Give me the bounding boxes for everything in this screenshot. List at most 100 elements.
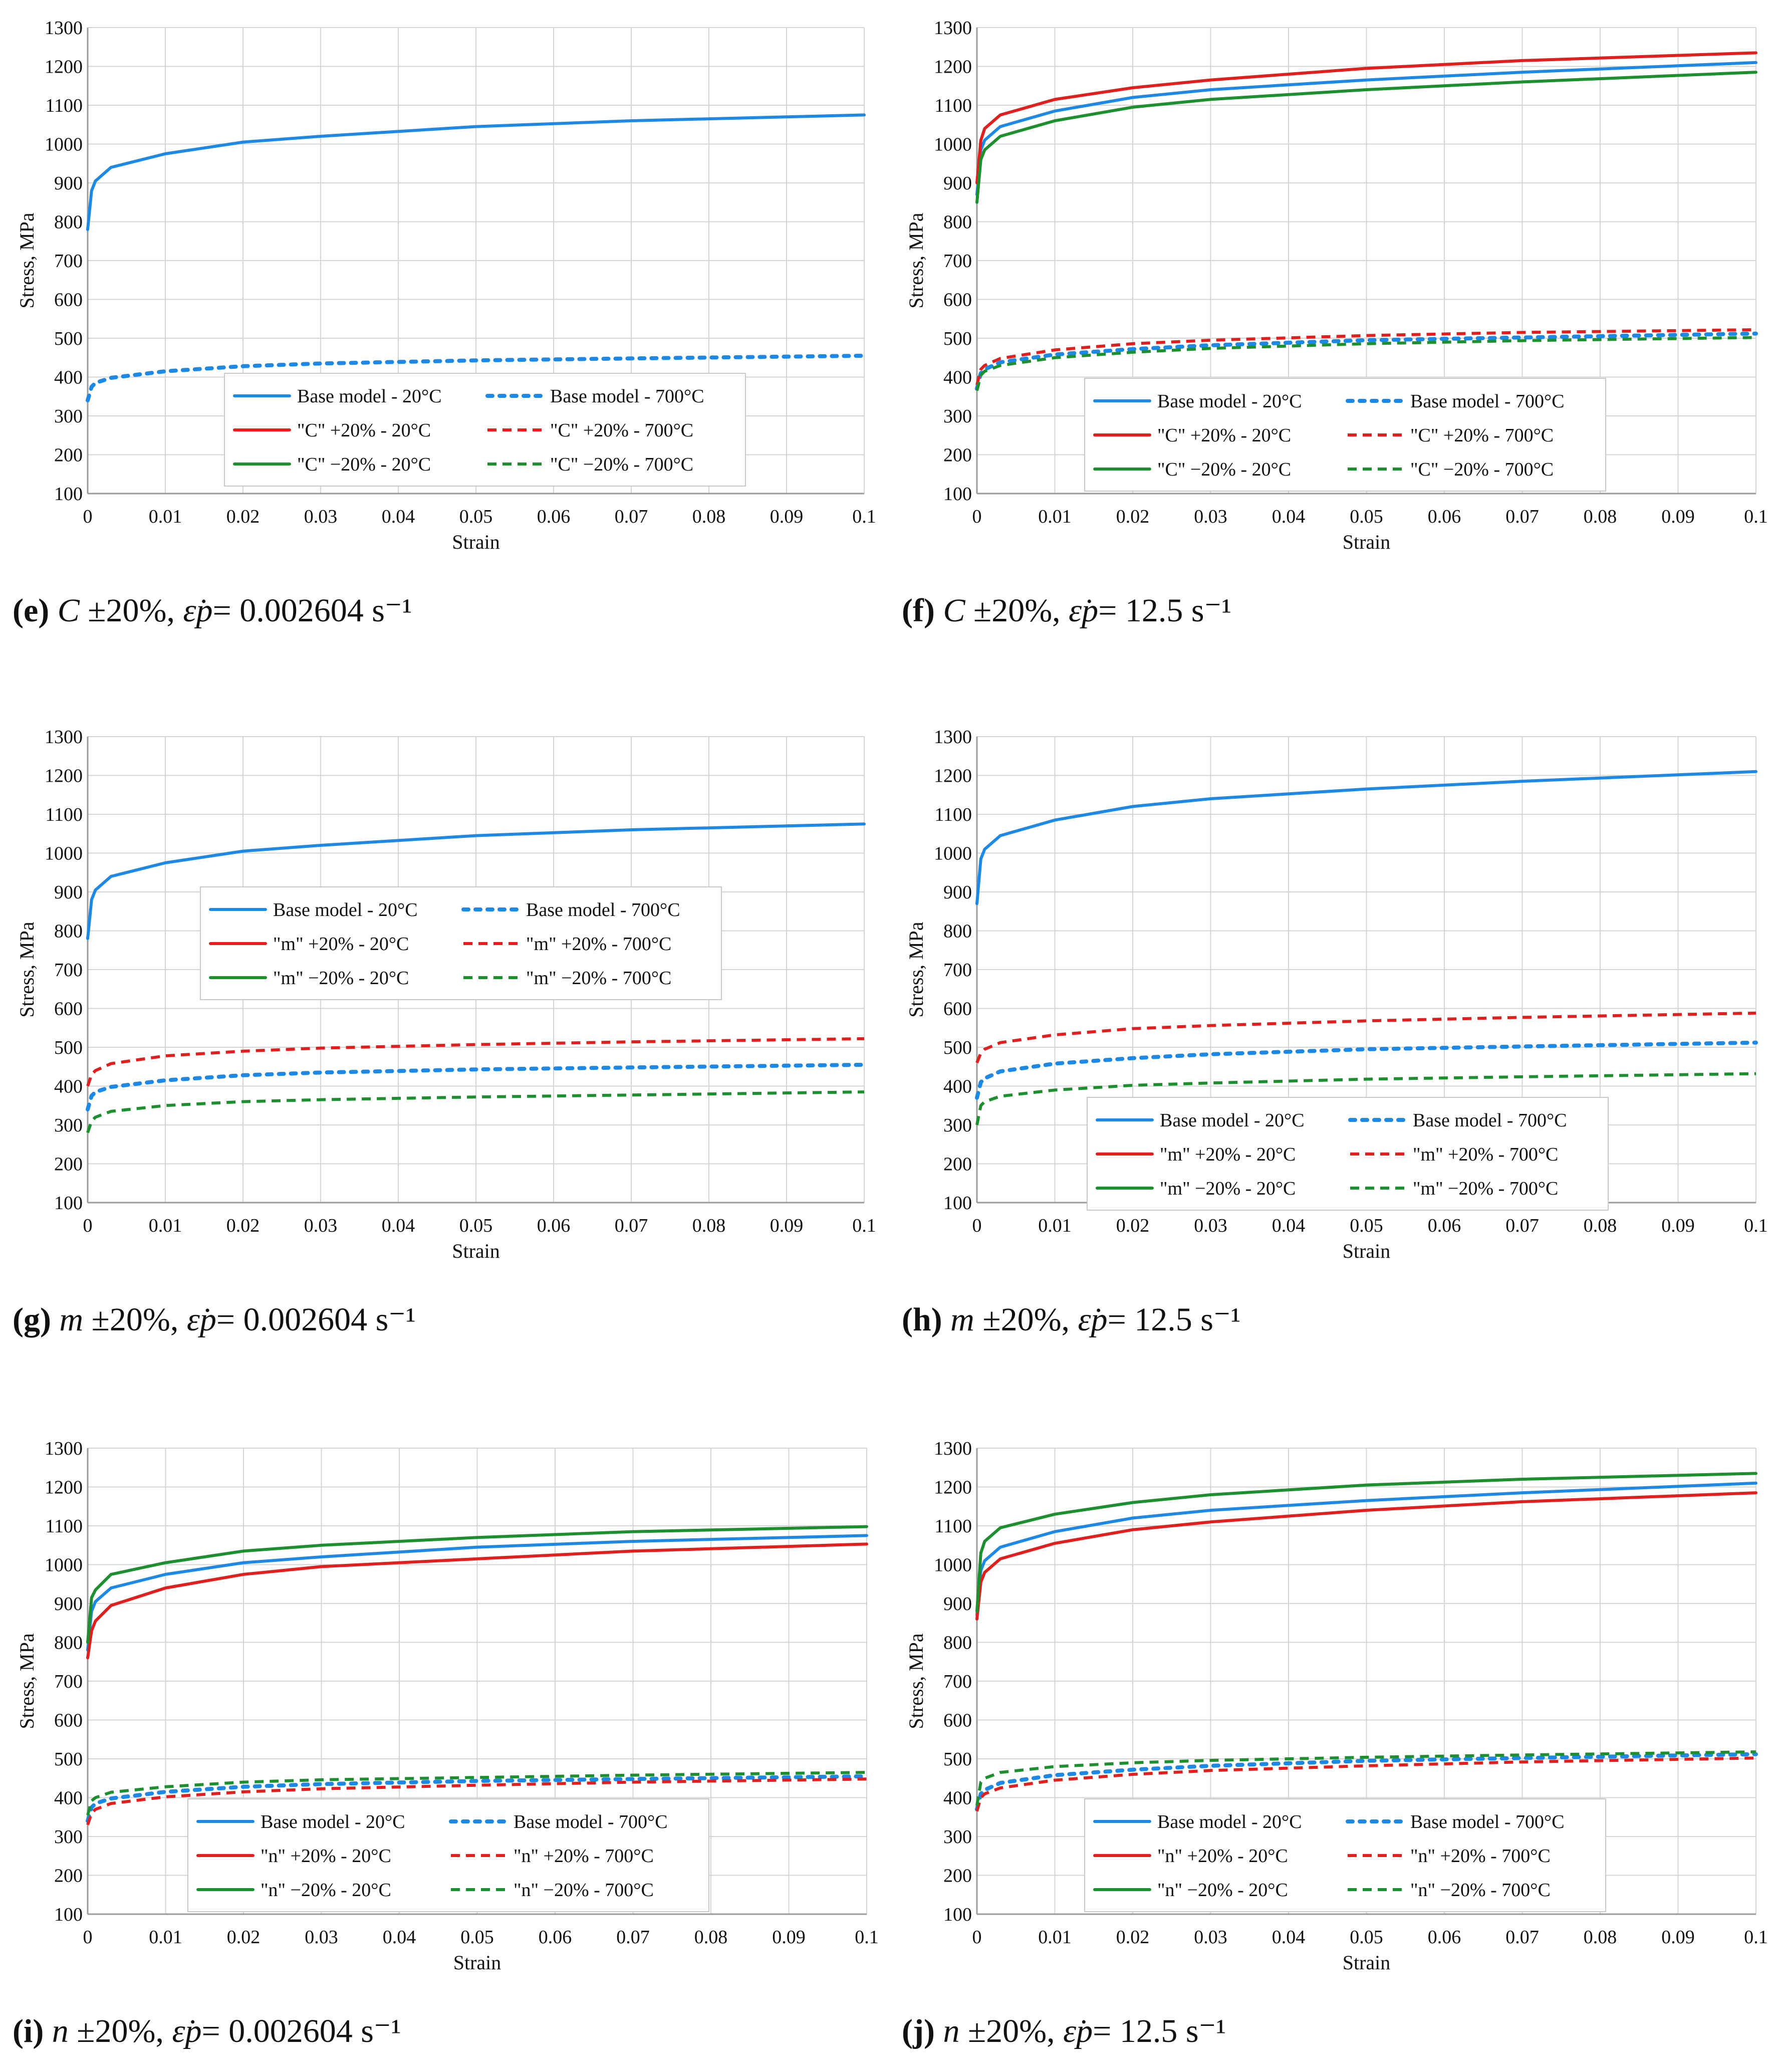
- y-tick-label: 500: [54, 328, 83, 349]
- series-line: [975, 1750, 1756, 1806]
- legend-label: Base model - 700°C: [514, 1811, 668, 1832]
- x-tick-label: 0.02: [1116, 1215, 1150, 1236]
- x-tick-label: 0.09: [1661, 506, 1695, 527]
- y-tick-label: 500: [54, 1749, 83, 1770]
- legend-label: "m" +20% - 20°C: [273, 934, 409, 955]
- y-tick-label: 100: [943, 1904, 972, 1925]
- x-tick-label: 0.07: [616, 1927, 650, 1948]
- legend-label: Base model - 20°C: [273, 899, 418, 920]
- y-tick-label: 900: [54, 882, 83, 903]
- x-tick-label: 0.02: [227, 1927, 261, 1948]
- legend-label: Base model - 700°C: [1410, 391, 1565, 412]
- y-tick-label: 600: [943, 1710, 972, 1731]
- caption-rate-value: = 0.002604 s⁻¹: [202, 2013, 401, 2049]
- y-tick-label: 700: [54, 1671, 83, 1692]
- y-tick-label: 400: [54, 367, 83, 388]
- x-tick-label: 0.06: [1428, 1215, 1461, 1236]
- x-axis-title: Strain: [1343, 531, 1391, 553]
- y-tick-label: 1300: [934, 727, 972, 748]
- legend-label: "m" +20% - 20°C: [1160, 1144, 1296, 1165]
- series-line: [975, 1756, 1756, 1812]
- x-tick-label: 0.05: [459, 506, 493, 527]
- panel-caption: (h) m ±20%, ε̇p= 12.5 s⁻¹: [902, 1301, 1241, 1338]
- y-tick-label: 1300: [45, 1438, 83, 1459]
- series-line: [86, 1777, 867, 1825]
- caption-rate-label: ε̇p: [1063, 2013, 1093, 2049]
- caption-space: [44, 2013, 52, 2049]
- caption-range: ±20%,: [965, 592, 1069, 629]
- caption-rate-value: = 12.5 s⁻¹: [1093, 2013, 1226, 2049]
- x-tick-label: 0.09: [772, 1927, 806, 1948]
- caption-rate-value: = 0.002604 s⁻¹: [216, 1301, 416, 1338]
- series-line: [975, 61, 1757, 196]
- y-tick-label: 800: [54, 212, 83, 233]
- series-line: [86, 1037, 865, 1087]
- legend-label: "n" −20% - 700°C: [514, 1880, 654, 1901]
- legend-label: Base model - 20°C: [1160, 1110, 1305, 1131]
- y-tick-label: 300: [943, 406, 972, 427]
- x-tick-label: 0.04: [383, 1927, 416, 1948]
- legend-label: Base model - 700°C: [526, 899, 680, 920]
- series-line: [975, 328, 1756, 385]
- y-tick-label: 1100: [934, 1516, 972, 1537]
- x-tick-label: 0.05: [459, 1215, 493, 1236]
- legend-label: "n" +20% - 700°C: [514, 1846, 654, 1867]
- y-tick-label: 600: [54, 999, 83, 1020]
- y-axis-title: Stress, MPa: [16, 1633, 38, 1729]
- legend: Base model - 20°C Base model - 700°C "C" +…: [1084, 378, 1606, 492]
- y-tick-label: 1100: [934, 804, 972, 825]
- x-tick-label: 0.01: [149, 506, 182, 527]
- y-axis-title: Stress, MPa: [905, 212, 927, 308]
- y-tick-label: 800: [943, 1633, 972, 1654]
- y-tick-label: 200: [943, 1154, 972, 1175]
- x-tick-label: 0.08: [694, 1927, 728, 1948]
- y-tick-label: 600: [943, 999, 972, 1020]
- legend-label: Base model - 20°C: [297, 386, 442, 407]
- caption-letter: (e): [13, 592, 49, 629]
- y-tick-label: 100: [943, 484, 972, 505]
- chart-panel-j: 100 200 300 400 500 600 700 800 900 1000 1100 1200 1…: [902, 1438, 1768, 2049]
- x-tick-label: 0.1: [1744, 506, 1768, 527]
- y-tick-label: 1100: [934, 95, 972, 116]
- y-tick-label: 700: [943, 960, 972, 981]
- x-tick-label: 0.02: [226, 1215, 260, 1236]
- panel-caption: (f) C ±20%, ε̇p= 12.5 s⁻¹: [902, 592, 1231, 629]
- x-tick-label: 0.03: [304, 1215, 338, 1236]
- y-tick-label: 100: [54, 484, 83, 505]
- y-tick-label: 400: [943, 367, 972, 388]
- x-tick-label: 0.07: [615, 506, 648, 527]
- caption-rate-label: ε̇p: [1069, 592, 1098, 629]
- y-axis-title: Stress, MPa: [905, 922, 927, 1017]
- y-axis-title: Stress, MPa: [16, 922, 38, 1017]
- chart-panel-i: 100 200 300 400 500 600 700 800 900 1000 1100 1200 1…: [13, 1438, 879, 2049]
- x-tick-label: 0.08: [692, 1215, 726, 1236]
- x-tick-label: 0.07: [1505, 1927, 1539, 1948]
- series-line: [975, 1491, 1757, 1621]
- panel-caption: (g) m ±20%, ε̇p= 0.002604 s⁻¹: [13, 1301, 416, 1338]
- series-line: [86, 113, 866, 231]
- y-tick-label: 1100: [45, 804, 83, 825]
- x-axis-title: Strain: [1343, 1240, 1391, 1262]
- y-tick-label: 700: [943, 1671, 972, 1692]
- caption-rate-value: = 0.002604 s⁻¹: [213, 592, 412, 629]
- x-tick-label: 0.1: [1744, 1215, 1768, 1236]
- legend-box: [1084, 378, 1606, 492]
- x-tick-label: 0.04: [1272, 1215, 1306, 1236]
- x-tick-label: 0.01: [1038, 506, 1072, 527]
- x-tick-label: 0.06: [1428, 506, 1461, 527]
- legend-box: [1087, 1097, 1609, 1211]
- y-tick-label: 1000: [45, 843, 83, 864]
- legend-box: [224, 373, 746, 487]
- y-tick-label: 1300: [934, 1438, 972, 1459]
- series-line: [975, 51, 1757, 184]
- x-tick-label: 0.07: [615, 1215, 648, 1236]
- x-tick-label: 0.06: [539, 1927, 572, 1948]
- panel-caption: (e) C ±20%, ε̇p= 0.002604 s⁻¹: [13, 592, 412, 629]
- legend-label: Base model - 20°C: [261, 1811, 405, 1832]
- y-tick-label: 600: [943, 290, 972, 311]
- caption-range: ±20%,: [974, 1301, 1078, 1338]
- y-tick-label: 200: [54, 445, 83, 466]
- x-tick-label: 0: [972, 1215, 982, 1236]
- caption-space: [49, 592, 58, 629]
- caption-param: n: [52, 2013, 69, 2049]
